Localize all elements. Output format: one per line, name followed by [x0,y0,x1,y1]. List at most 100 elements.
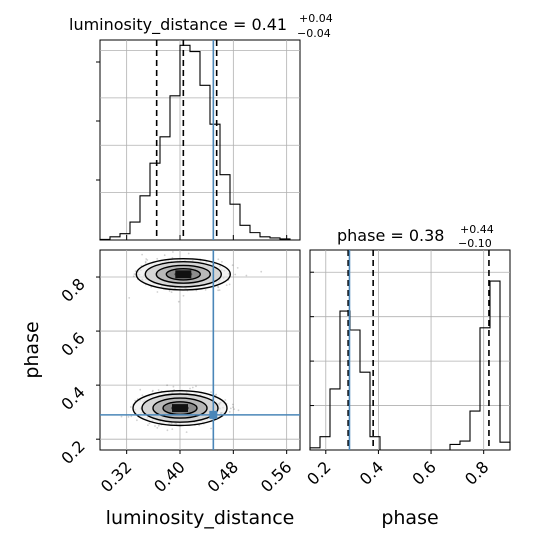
scatter-point [231,403,234,406]
phase-x-tick-label: 0.2 [303,457,334,488]
x-axis-label-luminosity-distance: luminosity_distance [106,507,295,529]
scatter-point [156,291,159,293]
scatter-point [168,290,171,292]
phase-x-tick-label: 0.8 [461,457,492,488]
phase-hist-step [309,280,511,451]
joint-x-tick-label: 0.48 [204,457,243,496]
scatter-point [120,415,123,418]
scatter-point [136,419,138,422]
joint-clipped-group [97,251,263,433]
scatter-point [228,283,231,286]
scatter-point [148,422,151,425]
scatter-point [151,390,154,393]
scatter-point [217,286,220,289]
scatter-point [166,384,169,387]
scatter-point [217,289,220,292]
scatter-point [182,294,185,297]
scatter-point [224,399,227,401]
tick-layer: 0.32 0.40 0.48 0.560.20.40.60.80.2 0.4 0.6 0.8 [57,61,493,496]
luminosity-distance-hist-step [99,44,300,241]
scatter-point [157,424,160,427]
scatter-point [187,252,190,255]
joint-y-tick-label: 0.6 [57,328,88,359]
phase-x-tick-label: 0.6 [408,457,439,488]
contour-mode-0-peak [175,270,192,279]
joint-x-tick-label: 0.40 [150,457,189,496]
scatter-point [97,290,99,292]
scatter-point [233,408,236,410]
scatter-point [198,424,201,427]
joint-y-tick-label: 0.2 [57,437,88,468]
scatter-point [260,270,263,273]
scatter-point [210,391,213,393]
joint-y-tick-label: 0.8 [57,274,88,305]
joint-x-tick-label: 0.32 [97,457,136,496]
scatter-point [172,385,175,388]
scatter-point [144,260,147,263]
contour-mode-1-peak [172,404,188,413]
scatter-point [129,406,132,408]
scatter-point [210,427,213,430]
scatter-point [134,270,137,273]
joint-y-tick-label: 0.4 [57,383,88,414]
scatter-point [221,261,223,263]
scatter-point [217,258,220,261]
scatter-point [171,256,174,259]
scatter-point [147,424,149,426]
scatter-point [146,259,149,261]
scatter-point [237,409,240,412]
scatter-point [236,267,239,269]
joint-panel-frame [99,249,301,451]
scatter-point [139,388,142,391]
scatter-point [127,416,130,418]
joint-scatter-contour [97,250,300,450]
scatter-point [229,407,232,410]
phase-title-plus: +0.44 [460,223,494,236]
scatter-point [232,406,234,408]
phase-x-tick-label: 0.4 [356,457,387,488]
scatter-point [166,429,169,432]
luminosity-distance-histogram-frame [99,39,301,241]
scatter-point [195,385,197,388]
scatter-point [218,289,221,291]
luminosity-distance-histogram [99,40,300,241]
scatter-point [145,258,148,260]
scatter-point [170,291,173,293]
scatter-point [130,415,133,418]
phase-title: phase = 0.38 [337,226,444,245]
phase-title-minus: −0.10 [458,237,492,250]
joint-x-tick-label: 0.56 [257,457,296,496]
scatter-point [245,274,248,277]
scatter-point [231,264,234,267]
scatter-point [185,431,188,433]
luminosity-distance-title: luminosity_distance = 0.41 [69,15,287,35]
scatter-point [144,261,147,264]
scatter-point [157,389,160,391]
scatter-point [172,251,174,253]
scatter-point [177,300,180,303]
scatter-point [228,411,231,413]
scatter-point [154,425,156,427]
scatter-point [163,254,166,257]
scatter-point [171,428,174,430]
joint-truth-marker [209,410,218,419]
y-axis-label-phase: phase [21,321,43,378]
scatter-point [191,386,194,389]
scatter-point [128,297,131,299]
scatter-point [152,389,154,392]
scatter-point [132,275,135,278]
scatter-point [134,399,137,402]
x-axis-label-phase: phase [381,507,438,529]
luminosity-distance-title-plus: +0.04 [299,12,333,25]
scatter-point [204,289,207,291]
scatter-point [141,253,144,256]
scatter-point [215,393,218,396]
scatter-point [234,273,237,276]
scatter-point [225,284,228,286]
scatter-point [156,257,159,260]
phase-histogram [309,250,511,451]
scatter-point [141,394,144,397]
luminosity-distance-title-minus: −0.04 [297,27,331,40]
scatter-point [189,387,191,390]
